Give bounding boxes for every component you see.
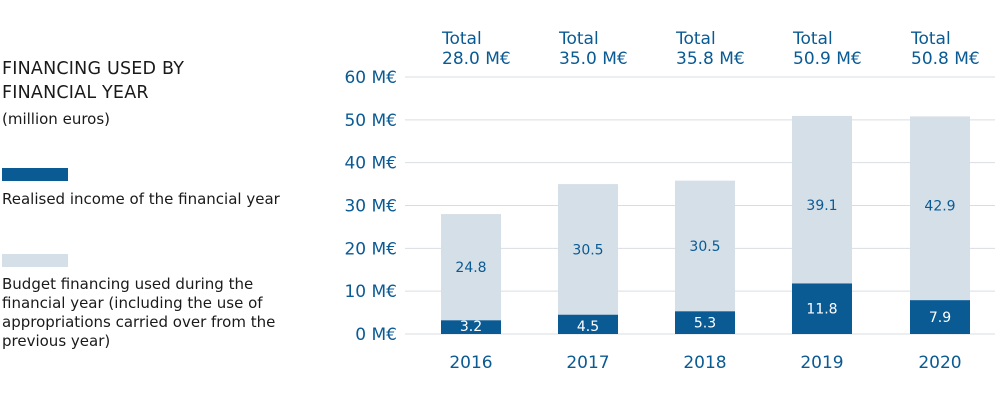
- x-tick-label: 2016: [449, 353, 492, 373]
- total-value: 28.0 M€: [442, 49, 511, 69]
- total-value: 50.8 M€: [911, 49, 980, 69]
- total-label: Total: [441, 29, 482, 49]
- x-tick-label: 2017: [566, 353, 609, 373]
- data-label-realised-income: 5.3: [694, 316, 716, 332]
- stacked-bar-chart: 0 M€ 10 M€ 20 M€ 30 M€ 40 M€ 50 M€ 60 M€ 3.2 24.…: [0, 0, 1000, 400]
- data-label-budget-financing: 30.5: [572, 242, 603, 258]
- total-label: Total: [558, 29, 599, 49]
- data-label-budget-financing: 30.5: [689, 239, 720, 255]
- data-label-realised-income: 7.9: [929, 310, 951, 326]
- y-tick-label: 20 M€: [344, 239, 397, 259]
- y-tick-label: 0 M€: [355, 325, 397, 345]
- total-value: 35.8 M€: [676, 49, 745, 69]
- y-tick-label: 60 M€: [344, 68, 397, 88]
- y-tick-label: 50 M€: [344, 111, 397, 131]
- total-label: Total: [910, 29, 951, 49]
- data-label-budget-financing: 39.1: [806, 198, 837, 214]
- total-label: Total: [792, 29, 833, 49]
- y-tick-label: 30 M€: [344, 197, 397, 217]
- x-tick-label: 2020: [918, 353, 961, 373]
- total-value: 50.9 M€: [793, 49, 862, 69]
- total-value: 35.0 M€: [559, 49, 628, 69]
- y-tick-label: 40 M€: [344, 154, 397, 174]
- data-label-realised-income: 3.2: [460, 319, 482, 335]
- x-tick-label: 2019: [800, 353, 843, 373]
- data-label-budget-financing: 24.8: [455, 260, 486, 276]
- data-label-realised-income: 11.8: [806, 302, 837, 318]
- y-tick-label: 10 M€: [344, 282, 397, 302]
- x-tick-label: 2018: [683, 353, 726, 373]
- total-label: Total: [675, 29, 716, 49]
- data-label-realised-income: 4.5: [577, 319, 599, 335]
- data-label-budget-financing: 42.9: [924, 198, 955, 214]
